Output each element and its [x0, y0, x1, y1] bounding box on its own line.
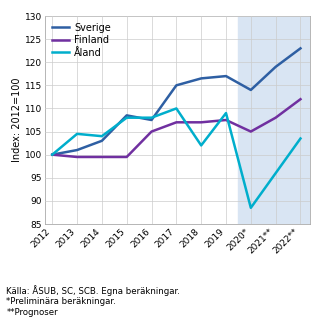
Åland	[249, 206, 253, 210]
Finland	[50, 153, 54, 156]
Åland	[100, 134, 104, 138]
Line: Åland: Åland	[52, 108, 300, 208]
Sverige	[100, 139, 104, 143]
Åland	[150, 116, 154, 120]
Text: Källa: ÅSUB, SC, SCB. Egna beräkningar.
*Preliminära beräkningar.
**Prognoser: Källa: ÅSUB, SC, SCB. Egna beräkningar. …	[6, 285, 180, 317]
Sverige	[50, 153, 54, 156]
Åland	[224, 111, 228, 115]
Åland	[274, 171, 277, 175]
Finland	[299, 97, 302, 101]
Finland	[100, 155, 104, 159]
Åland	[125, 116, 129, 120]
Sverige	[199, 76, 203, 80]
Line: Sverige: Sverige	[52, 48, 300, 155]
Sverige	[174, 84, 178, 87]
Sverige	[274, 65, 277, 69]
Finland	[125, 155, 129, 159]
Finland	[249, 130, 253, 133]
Finland	[224, 118, 228, 122]
Sverige	[299, 46, 302, 50]
Sverige	[249, 88, 253, 92]
Åland	[299, 137, 302, 140]
Sverige	[150, 118, 154, 122]
Y-axis label: Index: 2012=100: Index: 2012=100	[12, 78, 22, 162]
Åland	[174, 107, 178, 110]
Finland	[199, 120, 203, 124]
Åland	[75, 132, 79, 136]
Line: Finland: Finland	[52, 99, 300, 157]
Åland	[199, 143, 203, 147]
Finland	[150, 130, 154, 133]
Sverige	[75, 148, 79, 152]
Finland	[274, 116, 277, 120]
Åland	[50, 153, 54, 156]
Finland	[174, 120, 178, 124]
Bar	[238, 16, 313, 224]
Legend: Sverige, Finland, Åland: Sverige, Finland, Åland	[50, 21, 113, 60]
Sverige	[224, 74, 228, 78]
Sverige	[125, 114, 129, 117]
Finland	[75, 155, 79, 159]
